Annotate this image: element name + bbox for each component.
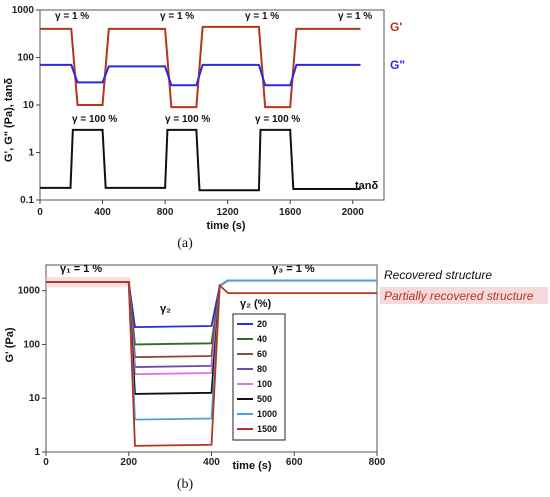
panel-b-legend-box	[232, 313, 286, 441]
panel-a-series-gdoubleprime	[40, 63, 361, 87]
panel-a-xtick-label: 0	[37, 207, 43, 218]
panel-b-ylabel: G' (Pa)	[4, 327, 16, 362]
panel-a-xlabel: time (s)	[206, 220, 245, 232]
panel-b-legend-label: 100	[257, 379, 272, 389]
panel-a-ylabel: G', G" (Pa), tanδ	[3, 78, 15, 163]
panel-a-ytick-label: 100	[17, 53, 34, 64]
panel-a-ytick-label: 10	[23, 100, 35, 111]
panel-a: 0 400 800 1200 1600 2000 0.1 1 10 100 1000 γ = 1 % γ…	[3, 5, 405, 251]
panel-b-partial-bg	[380, 287, 548, 304]
panel-b-legend-label: 20	[257, 319, 267, 329]
panel-a-ytick-label: 0.1	[20, 195, 34, 206]
panel-b-legend-label: 60	[257, 349, 267, 359]
panel-b-legend-label: 40	[257, 334, 267, 344]
panel-b-ytick-label: 10	[29, 393, 41, 404]
panel-a-annotation-low-strain: γ = 1 %	[160, 11, 194, 22]
panel-b-label-partial: Partially recovered structure	[384, 289, 534, 303]
panel-b-series-60	[46, 279, 377, 359]
panel-b-caption: (b)	[177, 477, 194, 492]
panel-b-ytick-label: 100	[23, 339, 40, 350]
panel-b: 0 200 400 600 800 1 10 100 1000 20 40 60 80 100 500 100…	[4, 263, 548, 492]
panel-b-series-40	[46, 279, 377, 346]
panel-b-xtick-label: 200	[120, 457, 137, 468]
panel-a-xtick-label: 800	[157, 207, 174, 218]
panel-b-legend-label: 500	[257, 394, 272, 404]
panel-a-label-tandelta: tanδ	[355, 180, 379, 192]
panel-a-label-gprime: G'	[390, 20, 402, 34]
panel-a-xtick-label: 2000	[342, 207, 365, 218]
panel-a-label-gdoubleprime: G"	[390, 58, 405, 72]
panel-b-legend-label: 80	[257, 364, 267, 374]
panel-b-xtick-label: 800	[369, 457, 386, 468]
panel-b-series-20	[46, 279, 377, 329]
panel-a-annotation-high-strain: γ = 100 %	[255, 114, 300, 125]
panel-b-xtick-label: 600	[286, 457, 303, 468]
panel-a-plot-area: 0 400 800 1200 1600 2000 0.1 1 10 100 1000 γ = 1 % γ…	[12, 5, 405, 218]
panel-a-xtick-label: 1200	[217, 207, 240, 218]
panel-b-xtick-label: 400	[203, 457, 220, 468]
panel-b-ytick-label: 1	[34, 447, 40, 458]
panel-a-annotation-low-strain: γ = 1 %	[338, 11, 372, 22]
panel-a-series-tandelta	[40, 128, 361, 192]
panel-b-xlabel: time (s)	[232, 460, 271, 472]
panel-b-xtick-label: 0	[43, 457, 49, 468]
panel-a-series-gprime	[40, 25, 361, 109]
panel-b-legend-label: 1000	[257, 409, 277, 419]
panel-b-plot-area: 0 200 400 600 800 1 10 100 1000 20 40 60 80 100 500 100…	[18, 263, 548, 468]
panel-b-annotation-gamma3: γ₃ = 1 %	[272, 263, 315, 275]
panel-b-legend-title: γ₂ (%)	[240, 298, 272, 310]
panel-a-caption: (a)	[177, 236, 193, 251]
panel-b-series-1500	[46, 281, 377, 447]
panel-a-xtick-label: 1600	[279, 207, 302, 218]
panel-b-ytick-label: 1000	[18, 286, 41, 297]
panel-b-label-recovered: Recovered structure	[384, 268, 492, 282]
panel-a-annotation-high-strain: γ = 100 %	[165, 114, 210, 125]
panel-b-recovered-bg	[380, 266, 540, 283]
panel-a-annotation-low-strain: γ = 1 %	[55, 11, 89, 22]
panel-a-annotation-low-strain: γ = 1 %	[245, 11, 279, 22]
panel-a-ytick-label: 1000	[12, 5, 35, 16]
panel-a-ytick-label: 1	[28, 148, 34, 159]
panel-b-annotation-gamma2: γ₂	[160, 303, 171, 315]
panel-a-xtick-label: 400	[94, 207, 111, 218]
panel-a-annotation-high-strain: γ = 100 %	[72, 114, 117, 125]
panel-b-annotation-gamma1: γ₁ = 1 %	[60, 263, 102, 275]
panel-b-legend-label: 1500	[257, 424, 277, 434]
